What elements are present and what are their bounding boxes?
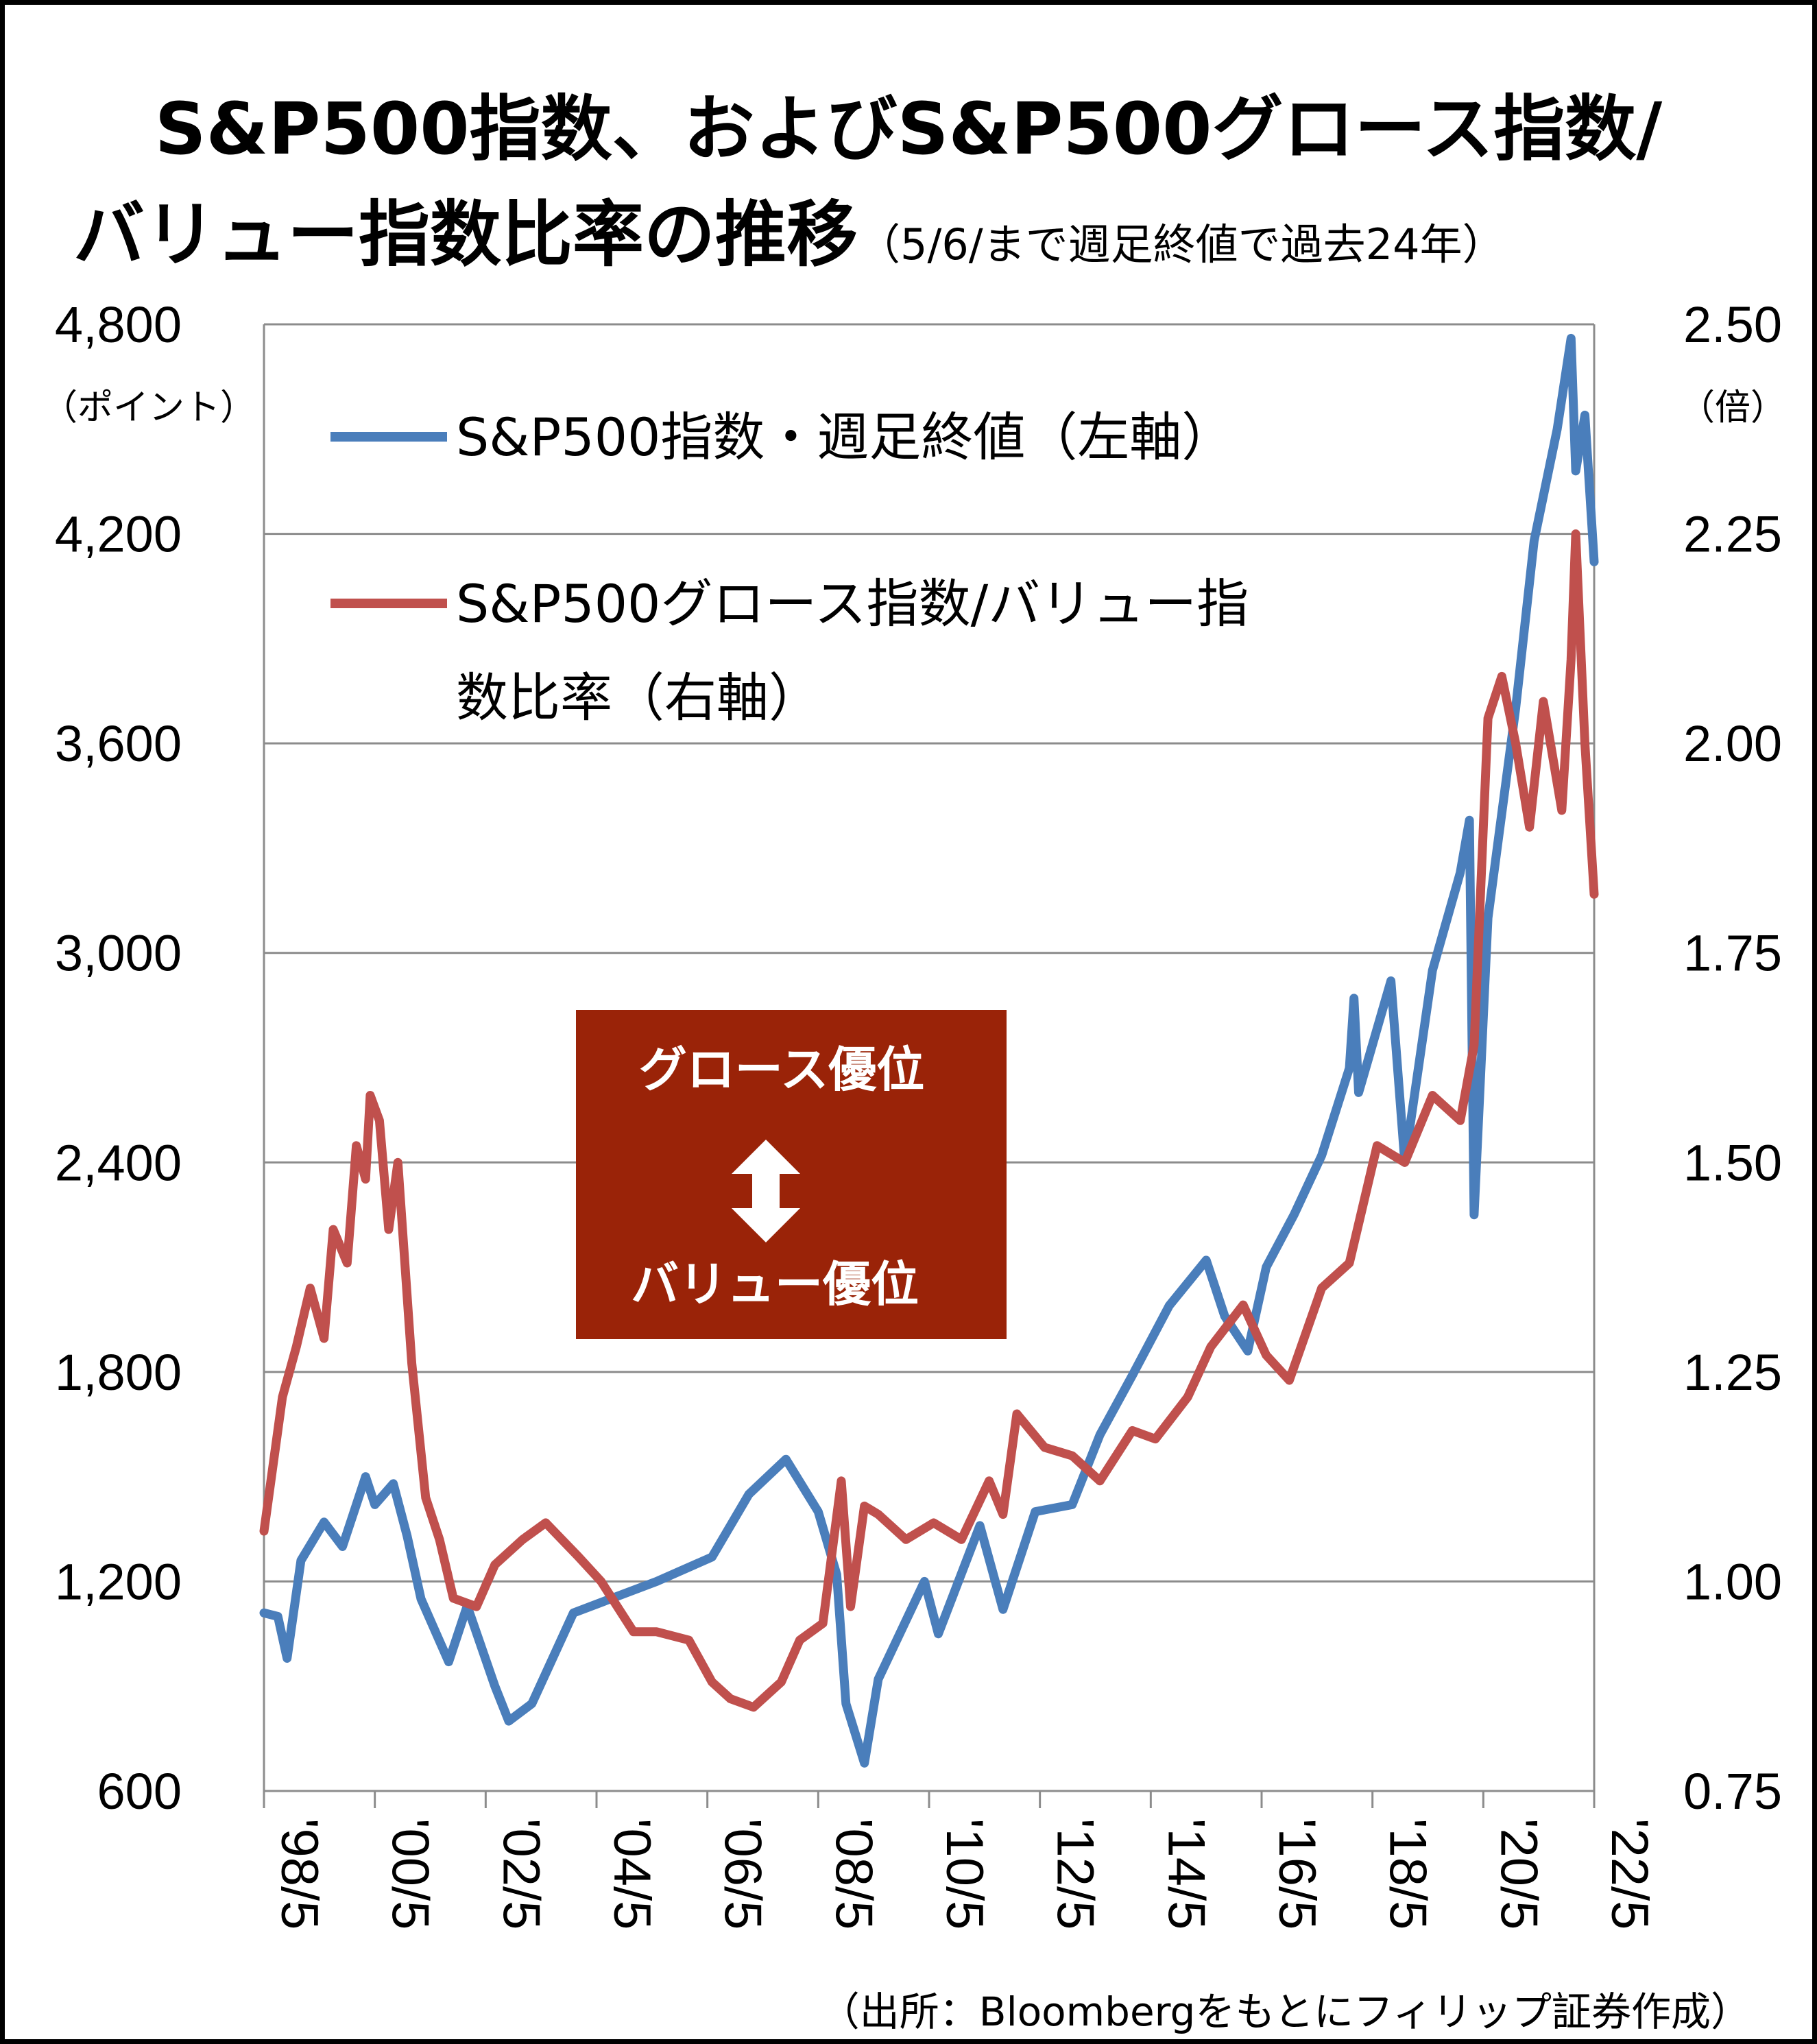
x-tick-label: '12/5 — [1046, 1818, 1105, 1929]
callout-growth-label: グロース優位 — [639, 1042, 925, 1098]
x-tick-label: '20/5 — [1489, 1818, 1548, 1929]
x-tick-label: '16/5 — [1268, 1818, 1326, 1929]
left-axis-ticks: 4,800 4,200 3,600 3,000 2,400 1,800 1,200 600 — [55, 296, 182, 1820]
right-axis-ticks: 2.50 2.25 2.00 1.75 1.50 1.25 1.00 0.75 — [1683, 296, 1782, 1820]
chart-title-line2: バリュー指数比率の推移（5/6/まで週足終値で過去24年） — [73, 176, 1505, 280]
x-tick-label: '00/5 — [381, 1818, 440, 1929]
left-tick-label: 4,800 — [55, 296, 182, 353]
right-tick-label: 2.25 — [1683, 506, 1782, 563]
left-tick-label: 3,600 — [55, 715, 182, 772]
sp500-index-line — [259, 333, 1599, 1768]
x-tick-label: '02/5 — [492, 1818, 550, 1929]
right-tick-label: 1.25 — [1683, 1344, 1782, 1401]
x-tick-label: '04/5 — [603, 1818, 661, 1929]
x-tick-label: '10/5 — [935, 1818, 994, 1929]
legend-label-red-line1: S&P500グロース指数/バリュー指 — [456, 573, 1249, 634]
left-tick-label: 3,000 — [55, 925, 182, 982]
callout-background — [576, 1010, 1007, 1339]
left-tick-label: 1,200 — [55, 1553, 182, 1610]
x-tick-label: '14/5 — [1157, 1818, 1215, 1929]
left-axis-unit: （ポイント） — [42, 387, 256, 429]
left-tick-label: 2,400 — [55, 1134, 182, 1191]
series-lines — [259, 333, 1599, 1768]
right-tick-label: 1.50 — [1683, 1134, 1782, 1191]
x-axis: '98/5 '00/5 '02/5 '04/5 '06/5 '08/5 '10/5 '12/5… — [263, 1791, 1659, 1929]
source-note: （出所：Bloombergをもとにフィリップ証券作成） — [819, 1988, 1750, 2035]
right-tick-label: 1.00 — [1683, 1553, 1782, 1610]
callout-value-label: バリュー優位 — [631, 1256, 919, 1312]
legend-label-red-line2: 数比率（右軸） — [456, 667, 821, 728]
legend: S&P500指数・週足終値（左軸） S&P500グロース指数/バリュー指 数比率… — [330, 407, 1249, 728]
chart-title: S&P500指数、およびS&P500グロース指数/ — [154, 87, 1663, 171]
growth-value-ratio-line — [259, 529, 1599, 1712]
line-chart: 4,800 4,200 3,600 3,000 2,400 1,800 1,200 600 2… — [42, 296, 1786, 1929]
right-tick-label: 2.50 — [1683, 296, 1782, 353]
x-tick-label: '06/5 — [714, 1818, 772, 1929]
double-arrow-icon — [732, 1140, 800, 1242]
x-tick-label: '08/5 — [824, 1818, 882, 1929]
right-tick-label: 0.75 — [1683, 1763, 1782, 1820]
x-tick-label: '18/5 — [1379, 1818, 1437, 1929]
left-tick-label: 600 — [97, 1763, 182, 1820]
right-tick-label: 1.75 — [1683, 925, 1782, 982]
x-tick-label: '98/5 — [270, 1818, 328, 1929]
x-tick-label: '22/5 — [1600, 1818, 1659, 1929]
legend-label-blue: S&P500指数・週足終値（左軸） — [456, 407, 1234, 468]
right-axis-unit: （倍） — [1679, 387, 1786, 429]
chart-title-main: バリュー指数比率の推移 — [73, 193, 858, 276]
left-tick-label: 4,200 — [55, 506, 182, 563]
right-tick-label: 2.00 — [1683, 715, 1782, 772]
callout-box: グロース優位 バリュー優位 — [576, 1010, 1007, 1339]
chart-title-note: （5/6/まで週足終値で過去24年） — [858, 219, 1505, 269]
left-tick-label: 1,800 — [55, 1344, 182, 1401]
